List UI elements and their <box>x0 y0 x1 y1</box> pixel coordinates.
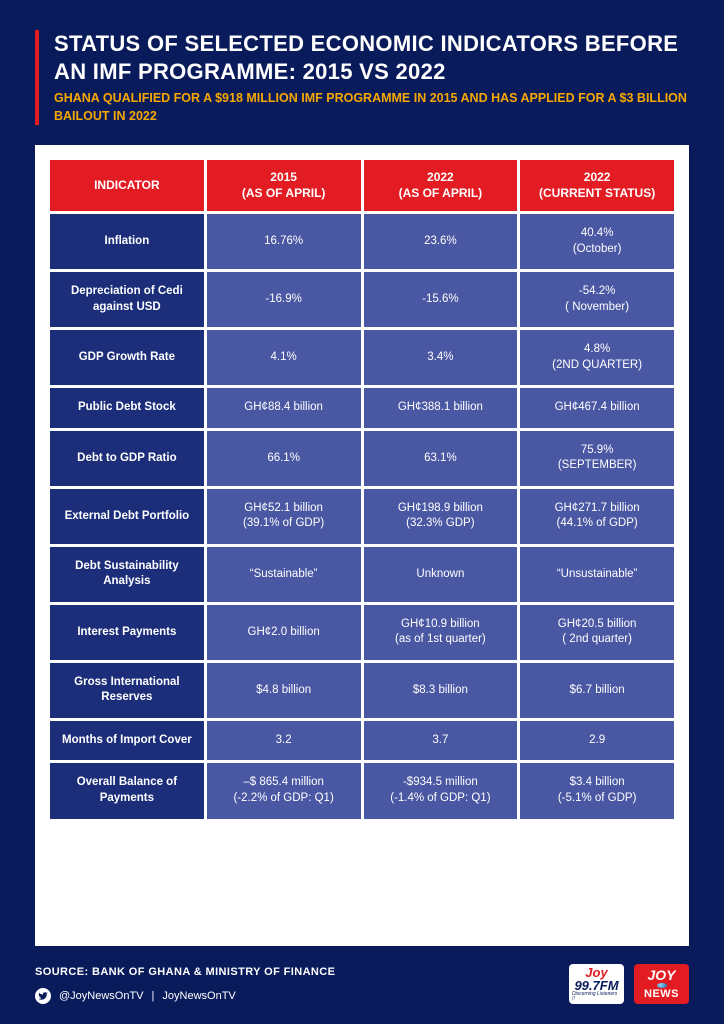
logo-fm-tag: Discerning Listeners !! <box>572 992 621 1002</box>
value-cell: -15.6% <box>364 272 518 327</box>
table-row: Gross International Reserves$4.8 billion… <box>50 663 674 718</box>
indicator-cell: Debt to GDP Ratio <box>50 431 204 486</box>
value-cell: “Unsustainable” <box>520 547 674 602</box>
site-name: JoyNewsOnTV <box>162 990 235 1002</box>
value-cell: $8.3 billion <box>364 663 518 718</box>
table-row: Debt Sustainability Analysis“Sustainable… <box>50 547 674 602</box>
value-cell: GH¢52.1 billion(39.1% of GDP) <box>207 489 361 544</box>
table-header-row: INDICATOR 2015(AS OF APRIL) 2022(AS OF A… <box>50 160 674 211</box>
table-row: Public Debt StockGH¢88.4 billionGH¢388.1… <box>50 388 674 428</box>
table-body: Inflation16.76%23.6%40.4%(October)Deprec… <box>50 214 674 818</box>
indicator-cell: Months of Import Cover <box>50 721 204 761</box>
indicator-cell: External Debt Portfolio <box>50 489 204 544</box>
divider: | <box>152 990 155 1002</box>
social-block: @JoyNewsOnTV | JoyNewsOnTV <box>35 988 335 1004</box>
value-cell: 3.7 <box>364 721 518 761</box>
value-cell: -54.2%( November) <box>520 272 674 327</box>
subtitle: GHANA QUALIFIED FOR A $918 MILLION IMF P… <box>54 90 689 125</box>
indicator-cell: Debt Sustainability Analysis <box>50 547 204 602</box>
value-cell: 40.4%(October) <box>520 214 674 269</box>
value-cell: $4.8 billion <box>207 663 361 718</box>
value-cell: 4.1% <box>207 330 361 385</box>
value-cell: -16.9% <box>207 272 361 327</box>
value-cell: -$934.5 million(-1.4% of GDP: Q1) <box>364 763 518 818</box>
indicator-cell: Inflation <box>50 214 204 269</box>
logo-news-news: NEWS <box>644 989 679 1000</box>
value-cell: GH¢2.0 billion <box>207 605 361 660</box>
value-cell: 3.2 <box>207 721 361 761</box>
indicator-cell: Gross International Reserves <box>50 663 204 718</box>
value-cell: 23.6% <box>364 214 518 269</box>
logo-news-joy: JOY <box>647 968 675 982</box>
table-row: Depreciation of Cedi against USD-16.9%-1… <box>50 272 674 327</box>
col-2015: 2015(AS OF APRIL) <box>207 160 361 211</box>
value-cell: GH¢10.9 billion(as of 1st quarter) <box>364 605 518 660</box>
value-cell: 75.9%(SEPTEMBER) <box>520 431 674 486</box>
twitter-icon <box>35 988 51 1004</box>
indicators-table: INDICATOR 2015(AS OF APRIL) 2022(AS OF A… <box>47 157 677 822</box>
footer-left: SOURCE: BANK OF GHANA & MINISTRY OF FINA… <box>35 966 335 1004</box>
value-cell: 4.8%(2ND QUARTER) <box>520 330 674 385</box>
col-2022-current: 2022(CURRENT STATUS) <box>520 160 674 211</box>
value-cell: 3.4% <box>364 330 518 385</box>
value-cell: GH¢271.7 billion(44.1% of GDP) <box>520 489 674 544</box>
joy-news-logo: JOY NEWS <box>634 964 689 1004</box>
col-2022-april: 2022(AS OF APRIL) <box>364 160 518 211</box>
value-cell: GH¢88.4 billion <box>207 388 361 428</box>
value-cell: GH¢198.9 billion(32.3% GDP) <box>364 489 518 544</box>
logo-group: Joy 99.7FM Discerning Listeners !! JOY N… <box>569 964 689 1004</box>
source-text: SOURCE: BANK OF GHANA & MINISTRY OF FINA… <box>35 966 335 978</box>
indicator-cell: Interest Payments <box>50 605 204 660</box>
table-row: External Debt PortfolioGH¢52.1 billion(3… <box>50 489 674 544</box>
value-cell: 2.9 <box>520 721 674 761</box>
indicator-cell: Overall Balance of Payments <box>50 763 204 818</box>
value-cell: $3.4 billion(-5.1% of GDP) <box>520 763 674 818</box>
main-title: STATUS OF SELECTED ECONOMIC INDICATORS B… <box>54 30 689 85</box>
col-indicator: INDICATOR <box>50 160 204 211</box>
table-row: Inflation16.76%23.6%40.4%(October) <box>50 214 674 269</box>
table-row: Overall Balance of Payments–$ 865.4 mill… <box>50 763 674 818</box>
value-cell: 66.1% <box>207 431 361 486</box>
header-block: STATUS OF SELECTED ECONOMIC INDICATORS B… <box>35 30 689 125</box>
value-cell: GH¢467.4 billion <box>520 388 674 428</box>
value-cell: 16.76% <box>207 214 361 269</box>
twitter-handle: @JoyNewsOnTV <box>59 990 144 1002</box>
table-container: INDICATOR 2015(AS OF APRIL) 2022(AS OF A… <box>35 145 689 946</box>
indicator-cell: GDP Growth Rate <box>50 330 204 385</box>
footer: SOURCE: BANK OF GHANA & MINISTRY OF FINA… <box>35 964 689 1004</box>
joy-fm-logo: Joy 99.7FM Discerning Listeners !! <box>569 964 624 1004</box>
value-cell: 63.1% <box>364 431 518 486</box>
value-cell: GH¢20.5 billion( 2nd quarter) <box>520 605 674 660</box>
value-cell: –$ 865.4 million(-2.2% of GDP: Q1) <box>207 763 361 818</box>
infographic-page: STATUS OF SELECTED ECONOMIC INDICATORS B… <box>0 0 724 1024</box>
value-cell: “Sustainable” <box>207 547 361 602</box>
table-row: Interest PaymentsGH¢2.0 billionGH¢10.9 b… <box>50 605 674 660</box>
indicator-cell: Public Debt Stock <box>50 388 204 428</box>
value-cell: Unknown <box>364 547 518 602</box>
value-cell: GH¢388.1 billion <box>364 388 518 428</box>
value-cell: $6.7 billion <box>520 663 674 718</box>
table-row: Debt to GDP Ratio66.1%63.1%75.9%(SEPTEMB… <box>50 431 674 486</box>
table-row: Months of Import Cover3.23.72.9 <box>50 721 674 761</box>
indicator-cell: Depreciation of Cedi against USD <box>50 272 204 327</box>
table-row: GDP Growth Rate4.1%3.4%4.8%(2ND QUARTER) <box>50 330 674 385</box>
